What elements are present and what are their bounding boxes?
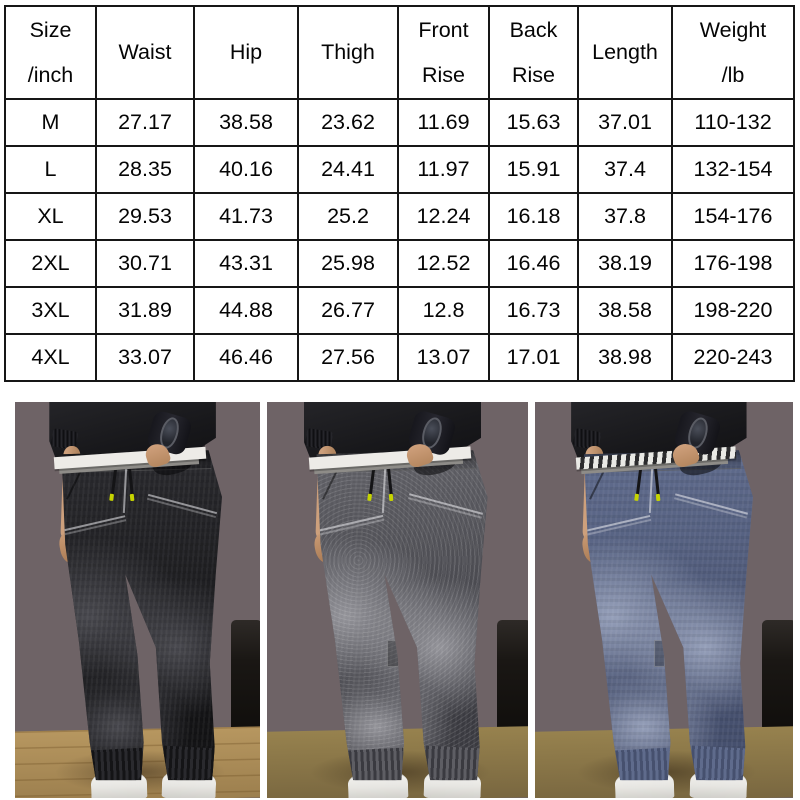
table-cell: 37.01 — [577, 98, 673, 147]
table-cell: 25.2 — [297, 192, 399, 241]
table-cell: 132-154 — [671, 145, 795, 194]
ankle-cuff-right — [424, 745, 481, 781]
table-cell: 12.52 — [397, 239, 490, 288]
jogger-jeans-black — [61, 450, 223, 781]
product-photo-black-jeans — [15, 402, 260, 798]
table-cell: 198-220 — [671, 286, 795, 335]
ankle-cuff-right — [690, 745, 747, 781]
size-label: M — [4, 98, 97, 147]
table-cell: 176-198 — [671, 239, 795, 288]
col-header-waist: Waist — [95, 5, 195, 100]
size-label: 3XL — [4, 286, 97, 335]
col-header-front-rise: Front Rise — [397, 5, 490, 100]
table-cell: 38.58 — [193, 98, 299, 147]
table-cell: 12.8 — [397, 286, 490, 335]
table-row-xl: XL 29.53 41.73 25.2 12.24 16.18 37.8 154… — [4, 192, 795, 241]
drawstring-aglet — [655, 493, 661, 501]
product-photo-strip — [15, 402, 793, 798]
table-cell: 29.53 — [95, 192, 195, 241]
table-cell: 13.07 — [397, 333, 490, 382]
table-cell: 16.18 — [488, 192, 579, 241]
table-cell: 12.24 — [397, 192, 490, 241]
table-cell: 37.8 — [577, 192, 673, 241]
col-header-size: Size /inch — [4, 5, 97, 100]
table-cell: 41.73 — [193, 192, 299, 241]
size-label: 2XL — [4, 239, 97, 288]
col-header-weight: Weight /lb — [671, 5, 795, 100]
col-header-back-rise: Back Rise — [488, 5, 579, 100]
table-cell: 11.69 — [397, 98, 490, 147]
table-cell: 33.07 — [95, 333, 195, 382]
table-cell: 40.16 — [193, 145, 299, 194]
dark-box-prop — [230, 619, 260, 735]
table-cell: 24.41 — [297, 145, 399, 194]
product-photo-blue-jeans — [535, 402, 793, 798]
table-cell: 16.73 — [488, 286, 579, 335]
table-cell: 27.56 — [297, 333, 399, 382]
table-cell: 110-132 — [671, 98, 795, 147]
dark-box-prop — [762, 619, 793, 735]
table-cell: 46.46 — [193, 333, 299, 382]
table-cell: 27.17 — [95, 98, 195, 147]
table-cell: 220-243 — [671, 333, 795, 382]
size-label: L — [4, 145, 97, 194]
table-row-m: M 27.17 38.58 23.62 11.69 15.63 37.01 11… — [4, 98, 795, 147]
table-row-2xl: 2XL 30.71 43.31 25.98 12.52 16.46 38.19 … — [4, 239, 795, 288]
drawstring-aglet — [129, 493, 135, 501]
table-row-4xl: 4XL 33.07 46.46 27.56 13.07 17.01 38.98 … — [4, 333, 795, 382]
col-header-hip: Hip — [193, 5, 299, 100]
table-cell: 28.35 — [95, 145, 195, 194]
table-cell: 23.62 — [297, 98, 399, 147]
table-cell: 16.46 — [488, 239, 579, 288]
table-cell: 38.98 — [577, 333, 673, 382]
ankle-cuff-right — [162, 745, 216, 781]
table-cell: 30.71 — [95, 239, 195, 288]
size-label: XL — [4, 192, 97, 241]
table-row-l: L 28.35 40.16 24.41 11.97 15.91 37.4 132… — [4, 145, 795, 194]
table-header-row: Size /inch Waist Hip Thigh Front Rise Ba… — [4, 5, 795, 100]
table-cell: 15.63 — [488, 98, 579, 147]
table-cell: 154-176 — [671, 192, 795, 241]
table-cell: 38.58 — [577, 286, 673, 335]
table-cell: 17.01 — [488, 333, 579, 382]
table-cell: 37.4 — [577, 145, 673, 194]
product-photo-grey-jeans — [267, 402, 528, 798]
ankle-cuff-left — [348, 747, 405, 781]
table-cell: 31.89 — [95, 286, 195, 335]
ankle-cuff-left — [91, 747, 145, 781]
size-label: 4XL — [4, 333, 97, 382]
table-cell: 11.97 — [397, 145, 490, 194]
dark-box-prop — [496, 619, 528, 735]
table-cell: 44.88 — [193, 286, 299, 335]
table-row-3xl: 3XL 31.89 44.88 26.77 12.8 16.73 38.58 1… — [4, 286, 795, 335]
table-cell: 26.77 — [297, 286, 399, 335]
drawstring-aglet — [109, 492, 115, 501]
size-chart-table: Size /inch Waist Hip Thigh Front Rise Ba… — [4, 5, 795, 382]
table-cell: 43.31 — [193, 239, 299, 288]
col-header-thigh: Thigh — [297, 5, 399, 100]
table-cell: 15.91 — [488, 145, 579, 194]
col-header-length: Length — [577, 5, 673, 100]
table-cell: 38.19 — [577, 239, 673, 288]
ankle-cuff-left — [615, 747, 672, 781]
table-cell: 25.98 — [297, 239, 399, 288]
